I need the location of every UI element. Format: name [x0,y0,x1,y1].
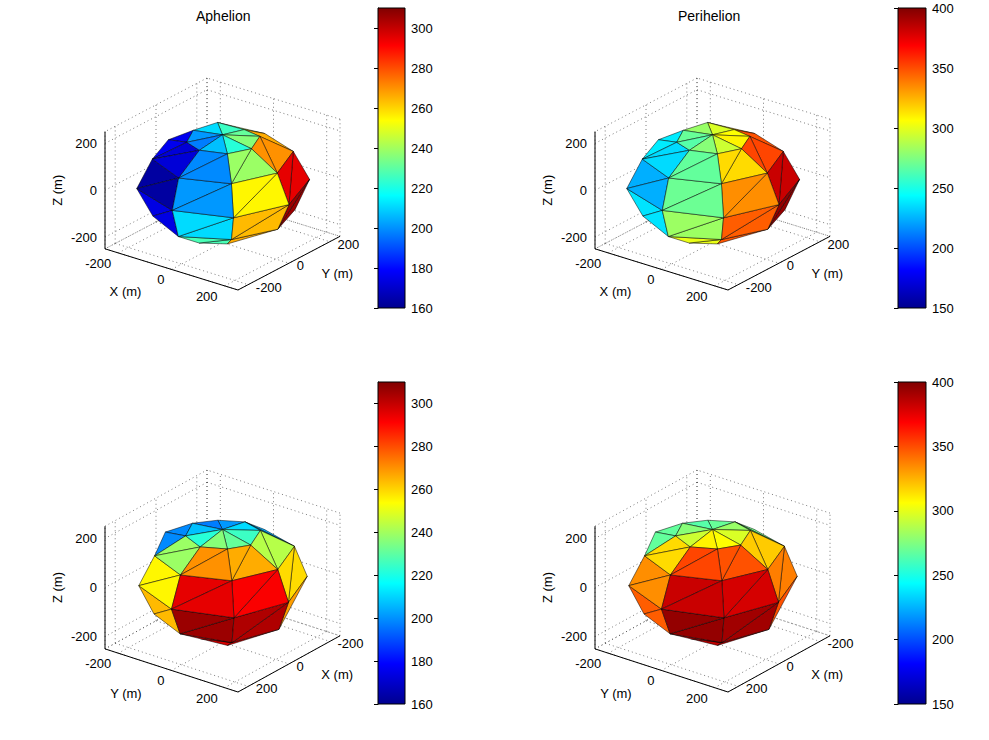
svg-text:X (m): X (m) [600,284,632,299]
svg-text:300: 300 [932,121,954,136]
svg-text:0: 0 [647,272,654,287]
svg-text:180: 180 [411,654,433,669]
svg-text:Z (m): Z (m) [540,175,555,206]
svg-text:Y (m): Y (m) [811,266,843,281]
svg-text:200: 200 [565,531,587,546]
svg-text:200: 200 [411,221,433,236]
svg-text:0: 0 [647,673,654,688]
svg-text:150: 150 [932,697,954,712]
svg-text:300: 300 [411,396,433,411]
svg-text:200: 200 [746,681,768,696]
svg-text:200: 200 [565,136,587,151]
svg-text:0: 0 [297,659,304,674]
svg-text:200: 200 [686,691,708,706]
svg-text:200: 200 [827,237,849,252]
svg-text:0: 0 [787,659,794,674]
svg-text:-200: -200 [256,280,282,295]
svg-text:260: 260 [411,101,433,116]
svg-text:-200: -200 [85,256,111,271]
svg-text:Z (m): Z (m) [50,175,65,206]
svg-text:0: 0 [580,580,587,595]
svg-text:250: 250 [932,181,954,196]
svg-text:0: 0 [157,673,164,688]
svg-text:300: 300 [411,21,433,36]
svg-text:-200: -200 [575,656,601,671]
svg-text:Y (m): Y (m) [600,686,632,701]
svg-text:200: 200 [196,289,218,304]
svg-text:200: 200 [686,289,708,304]
svg-text:200: 200 [932,632,954,647]
svg-text:Aphelion: Aphelion [196,8,251,24]
svg-text:350: 350 [932,439,954,454]
svg-text:-200: -200 [71,629,97,644]
svg-text:0: 0 [787,258,794,273]
svg-text:-200: -200 [561,230,587,245]
svg-text:Y (m): Y (m) [110,686,142,701]
svg-text:0: 0 [580,183,587,198]
svg-text:250: 250 [932,568,954,583]
svg-text:280: 280 [411,439,433,454]
svg-text:260: 260 [411,482,433,497]
svg-text:X (m): X (m) [110,284,142,299]
svg-text:280: 280 [411,61,433,76]
svg-text:240: 240 [411,525,433,540]
svg-text:180: 180 [411,261,433,276]
svg-text:X (m): X (m) [321,667,353,682]
svg-text:160: 160 [411,697,433,712]
svg-text:Z (m): Z (m) [50,572,65,603]
svg-text:400: 400 [932,375,954,390]
svg-text:-200: -200 [71,230,97,245]
svg-text:0: 0 [297,258,304,273]
svg-text:200: 200 [256,681,278,696]
svg-text:0: 0 [90,580,97,595]
svg-text:Perihelion: Perihelion [678,8,740,24]
svg-text:0: 0 [90,183,97,198]
svg-text:300: 300 [932,503,954,518]
svg-text:200: 200 [75,136,97,151]
svg-text:-200: -200 [827,636,853,651]
svg-text:240: 240 [411,141,433,156]
svg-text:0: 0 [157,272,164,287]
svg-text:Y (m): Y (m) [321,266,353,281]
svg-text:160: 160 [411,301,433,316]
svg-text:-200: -200 [575,256,601,271]
svg-text:-200: -200 [561,629,587,644]
svg-text:200: 200 [932,241,954,256]
svg-text:-200: -200 [746,280,772,295]
svg-text:200: 200 [75,531,97,546]
svg-text:200: 200 [337,237,359,252]
svg-text:X (m): X (m) [811,667,843,682]
svg-text:200: 200 [411,611,433,626]
svg-text:-200: -200 [337,636,363,651]
svg-text:220: 220 [411,181,433,196]
svg-text:Z (m): Z (m) [540,572,555,603]
svg-text:400: 400 [932,1,954,16]
svg-text:350: 350 [932,61,954,76]
svg-text:150: 150 [932,301,954,316]
svg-text:-200: -200 [85,656,111,671]
svg-text:200: 200 [196,691,218,706]
svg-text:220: 220 [411,568,433,583]
